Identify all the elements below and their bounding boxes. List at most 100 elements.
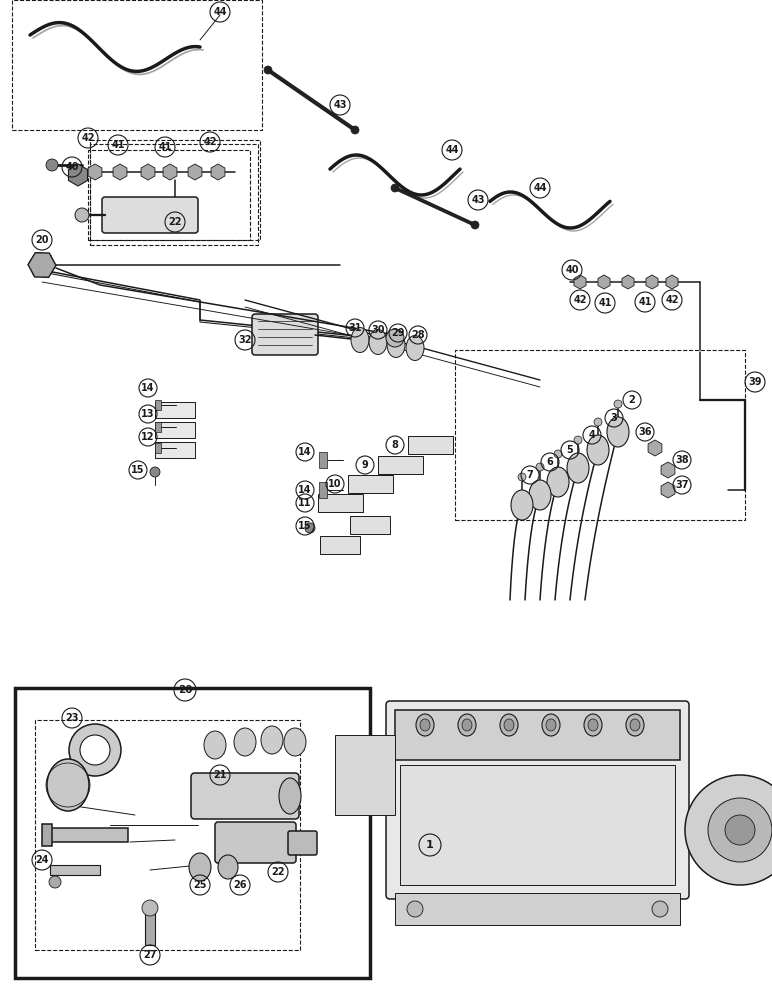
Text: 7: 7 (527, 470, 533, 480)
Ellipse shape (547, 467, 569, 497)
Text: 14: 14 (298, 485, 312, 495)
Circle shape (471, 221, 479, 229)
Text: 28: 28 (411, 330, 425, 340)
Text: 15: 15 (131, 465, 145, 475)
Ellipse shape (500, 714, 518, 736)
Circle shape (708, 798, 772, 862)
Bar (319, 452, 327, 468)
Circle shape (150, 467, 160, 477)
Text: 20: 20 (36, 235, 49, 245)
Circle shape (391, 184, 399, 192)
Text: 10: 10 (328, 479, 342, 489)
Text: 44: 44 (213, 7, 227, 17)
Text: 32: 32 (239, 335, 252, 345)
Text: 41: 41 (638, 297, 652, 307)
Circle shape (49, 876, 61, 888)
Text: 21: 21 (213, 770, 227, 780)
Text: 23: 23 (66, 713, 79, 723)
Bar (378, 456, 423, 474)
Ellipse shape (546, 719, 556, 731)
Ellipse shape (529, 480, 551, 510)
Text: 15: 15 (298, 521, 312, 531)
Bar (155, 402, 195, 418)
Bar (145, 910, 155, 945)
Ellipse shape (261, 726, 283, 754)
Text: 13: 13 (141, 409, 154, 419)
Ellipse shape (458, 714, 476, 736)
Bar (155, 400, 161, 410)
Text: 44: 44 (533, 183, 547, 193)
FancyBboxPatch shape (252, 314, 318, 355)
Ellipse shape (47, 759, 89, 811)
Circle shape (264, 66, 272, 74)
Bar (319, 482, 327, 498)
Text: 22: 22 (168, 217, 181, 227)
Text: 11: 11 (298, 498, 312, 508)
Circle shape (407, 901, 423, 917)
Ellipse shape (284, 728, 306, 756)
Text: 41: 41 (598, 298, 611, 308)
Text: 8: 8 (391, 440, 398, 450)
FancyBboxPatch shape (191, 773, 299, 819)
Bar (155, 443, 161, 453)
Text: 9: 9 (361, 460, 368, 470)
Bar (395, 710, 680, 760)
Text: 30: 30 (371, 325, 384, 335)
Ellipse shape (416, 714, 434, 736)
Ellipse shape (279, 778, 301, 814)
Circle shape (46, 159, 58, 171)
Bar (155, 422, 195, 438)
Text: 43: 43 (334, 100, 347, 110)
Ellipse shape (504, 719, 514, 731)
Circle shape (725, 815, 755, 845)
Ellipse shape (351, 328, 369, 353)
Text: 40: 40 (565, 265, 579, 275)
Text: 27: 27 (144, 950, 157, 960)
Circle shape (142, 900, 158, 916)
Bar (400, 765, 675, 885)
Ellipse shape (584, 714, 602, 736)
Text: 6: 6 (547, 457, 554, 467)
Circle shape (518, 473, 526, 481)
Text: 26: 26 (233, 880, 247, 890)
Ellipse shape (369, 330, 387, 355)
Bar (408, 436, 453, 454)
Bar (335, 735, 395, 815)
Bar (15, 688, 370, 978)
Text: 42: 42 (203, 137, 217, 147)
Ellipse shape (626, 714, 644, 736)
Text: 14: 14 (298, 447, 312, 457)
Circle shape (386, 329, 404, 347)
Ellipse shape (387, 332, 405, 358)
Text: 12: 12 (141, 432, 154, 442)
Text: 37: 37 (676, 480, 689, 490)
Bar (318, 494, 363, 512)
Ellipse shape (588, 719, 598, 731)
Ellipse shape (630, 719, 640, 731)
Ellipse shape (406, 336, 424, 360)
Text: 41: 41 (158, 142, 171, 152)
FancyBboxPatch shape (386, 701, 689, 899)
Text: 43: 43 (471, 195, 485, 205)
Text: 40: 40 (66, 162, 79, 172)
FancyBboxPatch shape (215, 822, 296, 863)
Text: 42: 42 (665, 295, 679, 305)
Text: 42: 42 (574, 295, 587, 305)
Ellipse shape (204, 731, 226, 759)
Text: 38: 38 (676, 455, 689, 465)
Circle shape (652, 901, 668, 917)
Ellipse shape (511, 490, 533, 520)
Circle shape (80, 735, 110, 765)
Ellipse shape (567, 453, 589, 483)
Bar (48, 828, 128, 842)
Ellipse shape (420, 719, 430, 731)
Bar (50, 865, 100, 875)
Ellipse shape (587, 435, 609, 465)
FancyBboxPatch shape (288, 831, 317, 855)
Ellipse shape (234, 728, 256, 756)
Text: 41: 41 (111, 140, 125, 150)
Ellipse shape (218, 855, 238, 879)
Text: 25: 25 (193, 880, 207, 890)
Circle shape (614, 400, 622, 408)
Circle shape (594, 418, 602, 426)
